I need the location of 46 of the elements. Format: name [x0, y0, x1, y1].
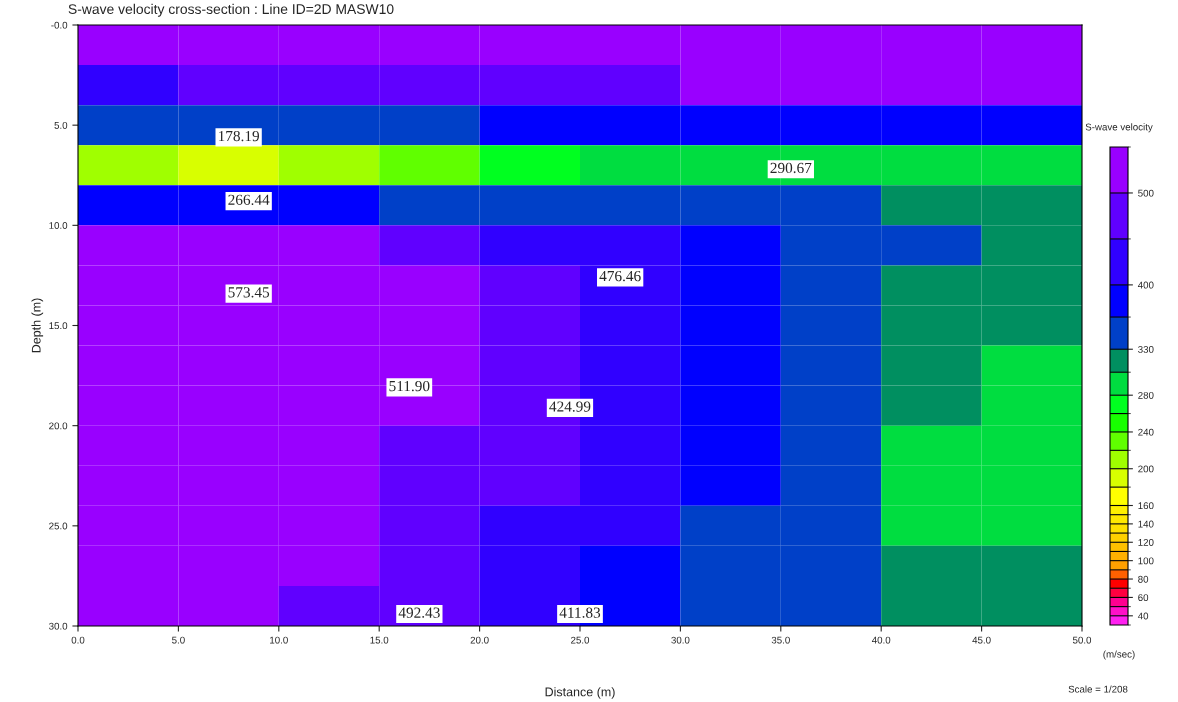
x-tick-label: 25.0: [571, 636, 590, 644]
annotation: 476.46: [599, 270, 641, 282]
x-tick-label: 0.0: [71, 636, 85, 644]
color-bar-label: 100: [1138, 557, 1154, 565]
x-tick-label: 50.0: [1072, 636, 1092, 644]
x-tick-label: 5.0: [172, 636, 185, 644]
text: (m/sec): [1103, 650, 1135, 660]
color-bar-label: 500: [1138, 189, 1154, 197]
color-bar-label: 140: [1138, 520, 1154, 528]
x-tick-label: 45.0: [972, 636, 991, 644]
y-tick-label: 5.0: [54, 121, 68, 129]
annotation: 573.45: [228, 287, 270, 298]
chart-title: S-wave velocity cross-section : Line ID=2D MASW10: [68, 3, 394, 17]
annotation: 424.99: [549, 401, 591, 412]
color-bar-label: 400: [1137, 281, 1154, 289]
color-bar-label: 160: [1138, 502, 1154, 510]
x-tick-label: 10.0: [270, 636, 288, 644]
y-tick-label: 15.0: [49, 322, 68, 330]
annotation: 511.90: [389, 380, 430, 392]
annotation: 411.83: [559, 607, 601, 618]
color-bar-label: 120: [1138, 539, 1154, 546]
y-tick-label: 10.0: [49, 222, 68, 229]
annotation: 266.44: [228, 194, 270, 205]
color-bar-label: 280: [1138, 391, 1154, 399]
x-tick-label: 35.0: [771, 636, 790, 644]
x-tick-label: 40.0: [871, 636, 891, 644]
y-tick-label: 30.0: [49, 622, 68, 630]
y-tick-label: 25.0: [49, 522, 68, 530]
color-bar-title: S-wave velocity: [1085, 123, 1153, 133]
x-tick-label: 30.0: [671, 636, 690, 644]
color-bar-label: 240: [1138, 428, 1154, 436]
y-tick-label: -0.0: [51, 21, 68, 29]
y-axis-title: Depth (m): [31, 298, 44, 353]
x-tick-label: 15.0: [370, 636, 389, 644]
x-axis-title: Distance (m): [545, 687, 615, 699]
text: Scale = 1/208: [1068, 685, 1128, 693]
color-bar-label: 40: [1137, 612, 1149, 620]
color-bar-label: 330: [1138, 345, 1154, 353]
color-bar-label: 60: [1138, 594, 1149, 602]
color-bar-label: 200: [1138, 465, 1154, 473]
annotation: 492.43: [398, 607, 440, 618]
x-tick-label: 20.0: [470, 636, 489, 644]
y-tick-label: 20.0: [49, 422, 68, 430]
color-bar-label: 80: [1138, 575, 1149, 583]
annotation: 290.67: [770, 162, 812, 174]
annotation: 178.19: [218, 130, 260, 142]
